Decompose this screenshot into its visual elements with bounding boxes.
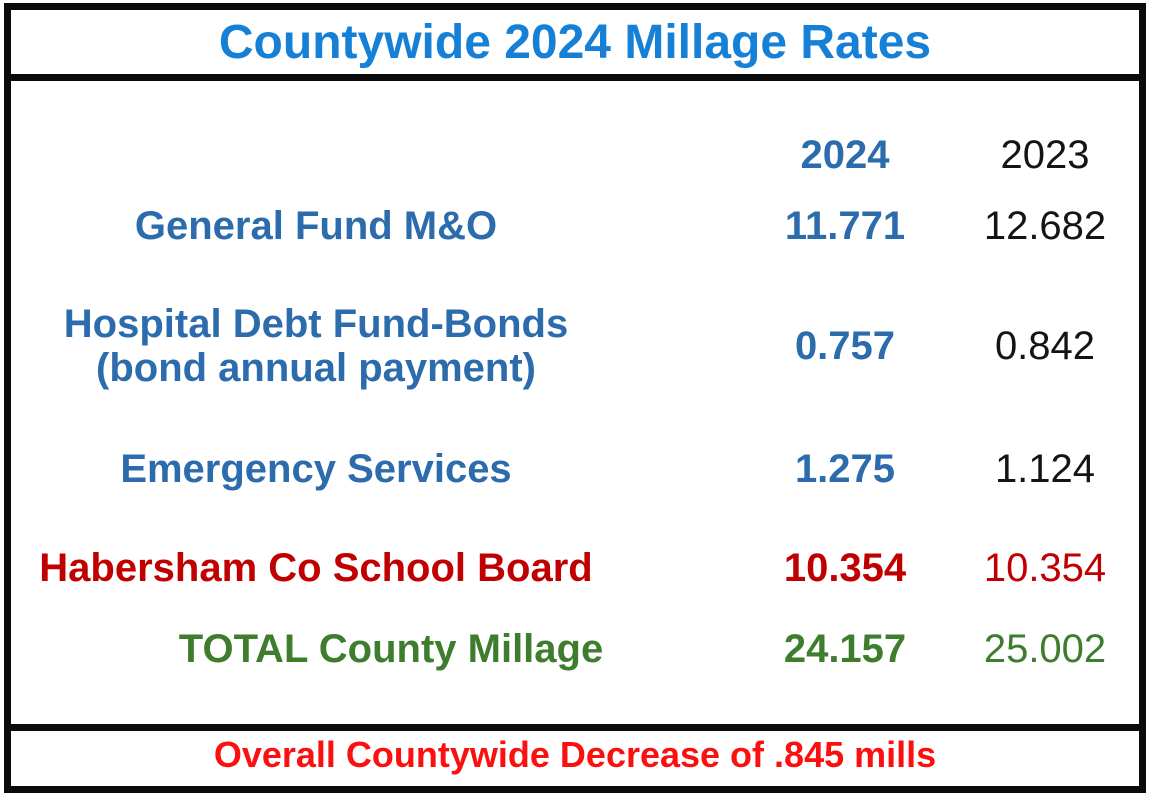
value-2024: 24.157 bbox=[783, 627, 907, 671]
row-label: TOTAL County Millage bbox=[178, 627, 604, 671]
value-2023: 10.354 bbox=[983, 546, 1107, 590]
millage-rates-table: Countywide 2024 Millage Rates 2024 2023 … bbox=[4, 3, 1146, 793]
value-2024: 0.757 bbox=[794, 324, 896, 368]
footer-banner-text: Overall Countywide Decrease of .845 mill… bbox=[213, 734, 937, 775]
column-header-2024: 2024 bbox=[800, 133, 890, 177]
value-2023: 0.842 bbox=[994, 324, 1096, 368]
value-2023: 25.002 bbox=[983, 627, 1107, 671]
table-row-total: TOTAL County Millage 24.157 25.002 bbox=[11, 627, 1139, 671]
page-title: Countywide 2024 Millage Rates bbox=[218, 15, 932, 69]
row-label: General Fund M&O bbox=[134, 204, 498, 248]
title-bar: Countywide 2024 Millage Rates bbox=[11, 10, 1139, 81]
table-body: 2024 2023 General Fund M&O 11.771 12.682… bbox=[11, 81, 1139, 724]
row-label-line2: (bond annual payment) bbox=[96, 346, 536, 390]
table-row-general-fund: General Fund M&O 11.771 12.682 bbox=[11, 204, 1139, 248]
row-label: Hospital Debt Fund-Bonds (bond annual pa… bbox=[11, 302, 621, 390]
column-header-2023: 2023 bbox=[1000, 133, 1090, 177]
row-label: Emergency Services bbox=[120, 447, 512, 491]
value-2024: 11.771 bbox=[784, 204, 906, 248]
column-header-row: 2024 2023 bbox=[11, 133, 1139, 177]
table-row-school-board: Habersham Co School Board 10.354 10.354 bbox=[11, 546, 1139, 590]
value-2023: 12.682 bbox=[983, 204, 1107, 248]
row-label: Habersham Co School Board bbox=[39, 546, 593, 590]
value-2024: 10.354 bbox=[783, 546, 907, 590]
table-row-emergency-services: Emergency Services 1.275 1.124 bbox=[11, 447, 1139, 491]
value-2023: 1.124 bbox=[994, 447, 1096, 491]
footer-banner: Overall Countywide Decrease of .845 mill… bbox=[11, 724, 1139, 779]
row-label-line1: Hospital Debt Fund-Bonds bbox=[63, 302, 569, 346]
value-2024: 1.275 bbox=[794, 447, 896, 491]
table-row-hospital-debt: Hospital Debt Fund-Bonds (bond annual pa… bbox=[11, 298, 1139, 394]
